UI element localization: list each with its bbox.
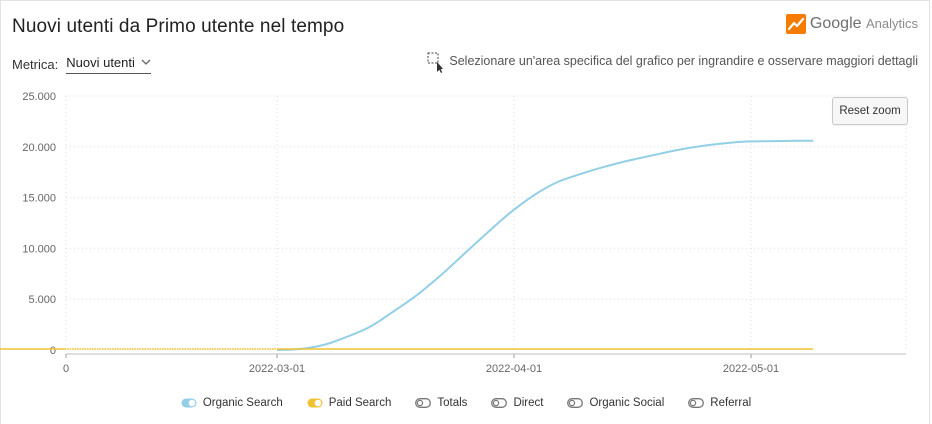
legend-item-paid-search[interactable]: Paid Search xyxy=(307,397,392,409)
brand-name-google: Google xyxy=(809,15,862,32)
legend-label: Referral xyxy=(710,397,752,409)
legend-label: Organic Social xyxy=(589,397,665,409)
zoom-hint-text: Selezionare un'area specifica del grafic… xyxy=(449,54,918,68)
legend-item-direct[interactable]: Direct xyxy=(491,397,543,409)
brand-name: Google Analytics xyxy=(810,15,918,33)
legend-item-totals[interactable]: Totals xyxy=(415,397,467,409)
brand-name-analytics: Analytics xyxy=(865,16,918,31)
legend-label: Organic Search xyxy=(202,397,283,409)
page-title: Nuovi utenti da Primo utente nel tempo xyxy=(12,16,345,37)
legend-item-referral[interactable]: Referral xyxy=(688,397,751,409)
y-tick-label: 0 xyxy=(50,345,56,357)
zoom-select-icon xyxy=(427,52,444,73)
toggle-icon xyxy=(567,398,584,408)
metric-dropdown-value: Nuovi utenti xyxy=(66,55,135,70)
toggle-icon xyxy=(688,398,705,408)
x-tick-label: 0 xyxy=(63,363,69,375)
x-tick-label: 2022-05-01 xyxy=(723,363,779,375)
zoom-hint: Selezionare un'area specifica del grafic… xyxy=(427,50,918,73)
series-line-organic-search xyxy=(276,139,814,351)
chevron-down-icon xyxy=(141,59,151,65)
toggle-icon xyxy=(307,398,323,408)
chart-legend: Organic Search Paid Search Totals Direct Org… xyxy=(0,397,932,409)
x-tick-label: 2022-04-01 xyxy=(486,363,542,375)
y-tick-label: 5.000 xyxy=(28,294,56,306)
chart-grid xyxy=(65,95,907,350)
toggle-icon xyxy=(181,398,197,408)
x-tick-label: 2022-03-01 xyxy=(249,363,305,375)
toggle-icon xyxy=(491,398,508,408)
y-tick-label: 15.000 xyxy=(22,193,56,205)
google-analytics-brand: Google Analytics xyxy=(785,14,918,34)
y-tick-label: 10.000 xyxy=(22,243,56,255)
metric-selector: Metrica: Nuovi utenti xyxy=(12,55,151,74)
toggle-icon xyxy=(415,398,432,408)
reset-zoom-button[interactable]: Reset zoom xyxy=(832,97,908,125)
legend-label: Paid Search xyxy=(328,397,392,409)
legend-label: Direct xyxy=(513,397,544,409)
metric-label: Metrica: xyxy=(12,57,59,72)
chart-series xyxy=(0,139,814,351)
google-analytics-logo-icon xyxy=(785,14,806,34)
legend-item-organic-search[interactable]: Organic Search xyxy=(181,397,283,409)
y-tick-label: 25.000 xyxy=(22,91,56,103)
y-tick-label: 20.000 xyxy=(22,142,56,154)
legend-label: Totals xyxy=(437,397,468,409)
chart-axes: 0 5.000 10.000 15.000 20.000 25.000 0 2022-03-0… xyxy=(22,91,906,375)
legend-item-organic-social[interactable]: Organic Social xyxy=(567,397,664,409)
metric-dropdown[interactable]: Nuovi utenti xyxy=(66,55,151,74)
